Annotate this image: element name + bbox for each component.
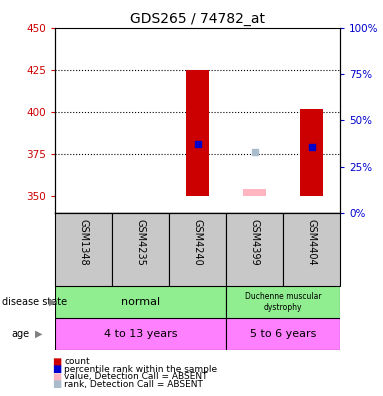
Text: count: count	[64, 357, 90, 366]
Text: ▶: ▶	[49, 297, 57, 307]
Bar	[169, 213, 226, 286]
Text: GSM4399: GSM4399	[249, 219, 260, 265]
Bar	[226, 318, 340, 350]
Text: 4 to 13 years: 4 to 13 years	[104, 329, 177, 339]
Text: Duchenne muscular
dystrophy: Duchenne muscular dystrophy	[245, 292, 321, 312]
Title: GDS265 / 74782_at: GDS265 / 74782_at	[130, 11, 265, 26]
Text: percentile rank within the sample: percentile rank within the sample	[64, 365, 218, 373]
Bar	[186, 70, 209, 196]
Bar	[112, 213, 169, 286]
Text: normal: normal	[121, 297, 160, 307]
Bar	[55, 318, 226, 350]
Text: GSM4240: GSM4240	[193, 219, 203, 266]
Bar	[226, 213, 283, 286]
Text: 5 to 6 years: 5 to 6 years	[250, 329, 316, 339]
Text: age: age	[11, 329, 29, 339]
Text: disease state: disease state	[2, 297, 67, 307]
Bar	[300, 109, 323, 196]
Bar	[283, 213, 340, 286]
Text: ■: ■	[52, 364, 61, 374]
Text: GSM4235: GSM4235	[136, 219, 146, 266]
Text: ▶: ▶	[34, 329, 42, 339]
Text: ■: ■	[52, 371, 61, 382]
Text: ■: ■	[52, 356, 61, 367]
Text: rank, Detection Call = ABSENT: rank, Detection Call = ABSENT	[64, 380, 203, 388]
Bar	[226, 286, 340, 318]
Text: GSM1348: GSM1348	[79, 219, 88, 265]
Text: ■: ■	[52, 379, 61, 389]
Bar	[55, 213, 112, 286]
Text: GSM4404: GSM4404	[306, 219, 316, 265]
Bar	[243, 189, 266, 196]
Bar	[55, 286, 226, 318]
Text: value, Detection Call = ABSENT: value, Detection Call = ABSENT	[64, 372, 208, 381]
